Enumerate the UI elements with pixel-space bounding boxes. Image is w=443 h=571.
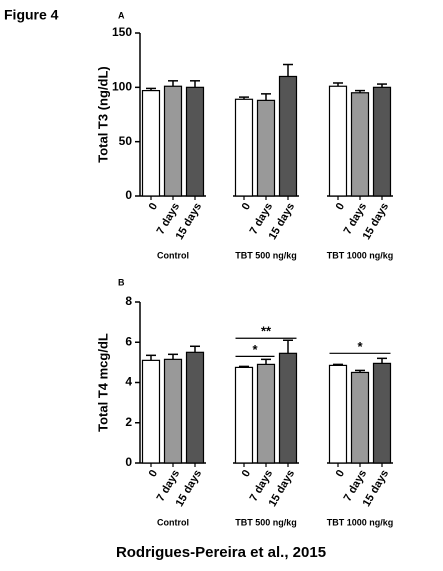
group-label: TBT 1000 ng/kg [327,250,394,260]
bar [141,359,161,464]
group-label: TBT 500 ng/kg [235,517,297,527]
bar [350,92,370,197]
bar [328,85,348,197]
y-tick-label: 4 [125,375,132,389]
bar [185,86,205,197]
bar [278,75,298,197]
y-tick-label: 0 [125,188,132,202]
y-tick-label: 8 [125,294,132,308]
bar [328,364,348,464]
bar [256,363,276,464]
y-tick-label: 6 [125,334,132,348]
bar [234,98,254,197]
significance-label: * [357,339,363,354]
group-label: Control [157,517,189,527]
y-tick-label: 100 [112,80,132,94]
group-label: Control [157,250,189,260]
bar [163,85,183,197]
y-axis-label: Total T3 (ng/dL) [95,66,110,163]
significance-label: ** [261,324,272,339]
figure-label: Figure 4 [4,7,59,23]
x-tick-label: 0 [334,201,347,212]
x-tick-label: 0 [240,468,253,479]
bar [350,371,370,464]
x-tick-label: 0 [147,468,160,479]
group-label: TBT 1000 ng/kg [327,517,394,527]
caption: Rodrigues-Pereira et al., 2015 [116,544,326,561]
bar [256,99,276,197]
x-tick-label: 0 [147,201,160,212]
panel-letter: A [118,10,125,20]
y-tick-label: 0 [125,455,132,469]
bar [372,362,392,464]
y-tick-label: 2 [125,415,132,429]
y-tick-label: 150 [112,25,132,39]
bar [141,89,161,197]
y-axis-label: Total T4 mcg/dL [95,333,110,432]
group-label: TBT 500 ng/kg [235,250,297,260]
bar [372,86,392,197]
x-tick-label: 0 [334,468,347,479]
significance-label: * [252,342,258,357]
x-tick-label: 0 [240,201,253,212]
bar [234,366,254,464]
panel-letter: B [118,277,125,287]
y-tick-label: 50 [119,134,133,148]
bar [278,352,298,464]
bar [163,358,183,464]
bar [185,351,205,464]
